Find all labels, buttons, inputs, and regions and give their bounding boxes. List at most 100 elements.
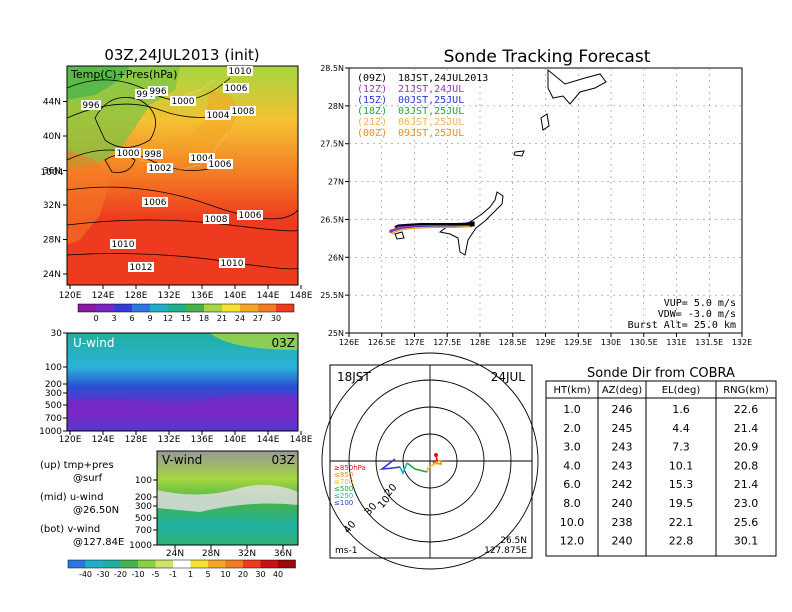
colorbar-cell <box>222 304 240 312</box>
polar-frame <box>329 364 533 559</box>
map-lat-tick-label: 32N <box>43 201 61 211</box>
table-cell: 1.6 <box>672 403 690 416</box>
colorbar-cell <box>276 304 294 312</box>
tracking-x-tick-label: 130E <box>601 338 621 347</box>
table-header-cell: EL(deg) <box>662 385 701 396</box>
v-colorbar-cell <box>243 560 261 568</box>
isobar-label: 1006 <box>144 198 167 208</box>
table-cell: 25.6 <box>734 516 759 529</box>
tracking-series <box>389 221 475 235</box>
v-colorbar-cell <box>173 560 191 568</box>
colorbar-label: 6 <box>129 314 134 323</box>
colorbar-label: 0 <box>93 314 98 323</box>
table-cell: 10.0 <box>560 516 585 529</box>
polar-level-label: ≤250 <box>334 492 353 500</box>
isobar-label: 994 <box>136 90 153 100</box>
table-cell: 20.9 <box>734 441 759 454</box>
v-wind-band <box>157 484 298 512</box>
map-lat-ticks: 24N 28N 32N 36N 40N 44N <box>43 98 67 280</box>
isobar-label-bg <box>230 106 256 116</box>
u-lon-tick-label: 148E <box>290 435 313 445</box>
isobar-label: 1000 <box>117 149 140 159</box>
table-cell: 15.3 <box>669 478 694 491</box>
tracking-y-tick-label: 25.5N <box>320 291 344 300</box>
u-pressure-tick-label: 700 <box>45 414 62 424</box>
tracking-x-tick-label: 130.5E <box>630 338 658 347</box>
table-cell: 20.8 <box>734 459 759 472</box>
isobar-label: 1004 <box>207 111 230 121</box>
polar-level-label: ≤850 <box>334 471 353 479</box>
colorbar-label: 15 <box>181 314 191 323</box>
v-colorbar-label: -1 <box>169 570 177 579</box>
colorbar-cell <box>96 304 114 312</box>
tracking-y-tick-label: 27N <box>328 178 344 187</box>
v-colorbar-cell <box>120 560 138 568</box>
isobar-label: 996 <box>149 87 166 97</box>
table-header-cell: AZ(deg) <box>602 385 642 396</box>
u-wind-upper-east <box>210 333 298 350</box>
u-pressure-tick-label: 1000 <box>39 427 62 437</box>
v-colorbar-label: 30 <box>255 570 265 579</box>
tracking-x-tick-label: 129E <box>535 338 555 347</box>
map-lon-tick-label: 120E <box>59 291 82 301</box>
isobar-label-bg <box>207 159 233 169</box>
isobar-label: 1006 <box>225 84 248 94</box>
table-cell: 245 <box>612 422 633 435</box>
table-cell: 240 <box>612 497 633 510</box>
legend-run: (00Z) <box>357 128 387 139</box>
table-cell: 246 <box>612 403 633 416</box>
map-lon-ticks: 120E 124E 128E 132E 136E 140E 144E 148E <box>59 285 313 301</box>
param-vup: VUP= 5.0 m/s <box>664 298 736 309</box>
table-cell: 7.3 <box>672 441 690 454</box>
isobar-label-bg <box>219 258 245 268</box>
tracking-y-tick-label: 26.5N <box>320 215 344 224</box>
table-cell: 21.4 <box>734 422 759 435</box>
tracking-grid <box>349 68 742 333</box>
isobar-label: 1004 <box>41 168 64 178</box>
v-colorbar-label: -10 <box>131 570 144 579</box>
u-wind-lower <box>67 393 298 431</box>
u-pressure-tick-label: 200 <box>45 380 62 390</box>
map-frame <box>66 65 299 286</box>
colorbar-cell <box>240 304 258 312</box>
u-lon-tick-label: 128E <box>125 435 148 445</box>
map-lat-tick-label: 24N <box>43 270 61 280</box>
v-colorbar-cell <box>260 560 278 568</box>
isobar-label: 1010 <box>229 67 252 77</box>
v-colorbar-frame <box>67 559 296 569</box>
v-wind-label: V-wind <box>162 453 202 467</box>
u-pressure-tick-label: 500 <box>45 401 62 411</box>
param-vdw: VDW= -3.0 m/s <box>658 309 736 320</box>
note-bot-b: @127.84E <box>73 537 124 548</box>
isobar-label: 1010 <box>221 259 244 269</box>
v-pressure-tick-label: 200 <box>135 493 152 503</box>
tracking-y-tick-label: 25N <box>328 329 344 338</box>
colorbar-cell <box>132 304 150 312</box>
table-cell: 2.0 <box>563 422 581 435</box>
colorbar-cell <box>204 304 222 312</box>
isobar-label: 1006 <box>209 160 232 170</box>
legend-run: (18Z) <box>357 106 387 117</box>
v-pressure-tick-label: 1000 <box>129 541 152 551</box>
isobar-label: 1000 <box>172 97 195 107</box>
table-header-cell: HT(km) <box>554 385 591 396</box>
u-lon-tick-label: 136E <box>191 435 214 445</box>
legend-run: (21Z) <box>357 117 387 128</box>
v-colorbar-cell <box>278 560 296 568</box>
map-title: 03Z,24JUL2013 (init) <box>104 46 259 64</box>
v-colorbar-cell <box>68 560 86 568</box>
u-wind-frame <box>66 332 299 432</box>
polar-level-label: ≥850hPa <box>334 464 366 472</box>
isobar-label-bg <box>147 163 173 173</box>
table-cell: 6.0 <box>563 478 581 491</box>
map-lon-tick-label: 148E <box>290 291 313 301</box>
polar-lon: 127.875E <box>484 546 527 556</box>
v-colorbar-label: 5 <box>205 570 210 579</box>
colorbar-cell <box>150 304 168 312</box>
table-cell: 4.4 <box>672 422 690 435</box>
tracking-x-tick-label: 128.5E <box>499 338 527 347</box>
legend-time: 00JST,25JUL <box>398 95 464 106</box>
